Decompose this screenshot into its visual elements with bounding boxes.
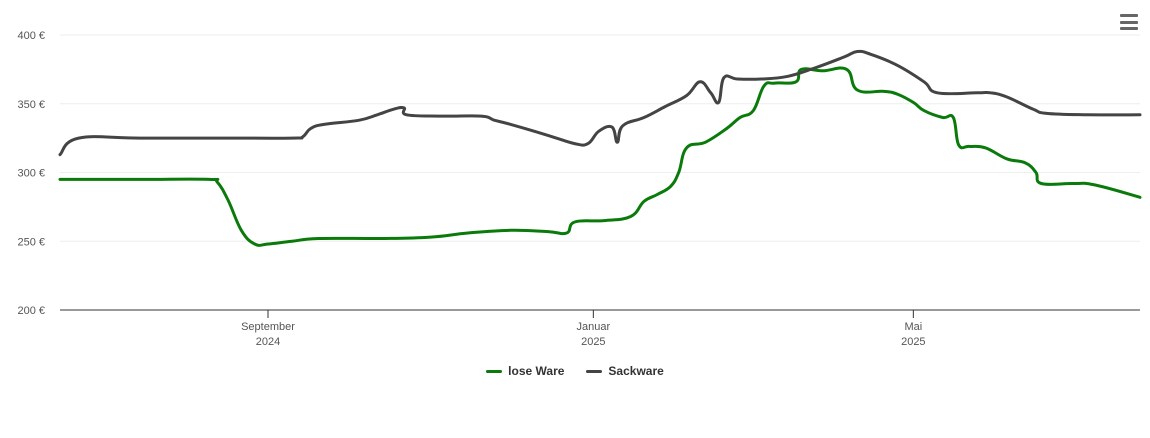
x-tick-month-label: Januar bbox=[577, 321, 611, 333]
grid-lines bbox=[60, 34, 1140, 242]
x-tick-year-label: 2025 bbox=[581, 336, 605, 348]
chart-legend: lose Ware Sackware bbox=[0, 364, 1150, 378]
chart-menu-icon[interactable] bbox=[1118, 12, 1140, 32]
y-axis-tick-labels: 200 € 250 € 300 € 350 € 400 € bbox=[17, 30, 45, 317]
y-tick-label: 200 € bbox=[17, 305, 45, 317]
legend-item-lose-ware[interactable]: lose Ware bbox=[486, 364, 564, 378]
y-tick-label: 300 € bbox=[17, 168, 45, 180]
legend-label: Sackware bbox=[608, 364, 664, 378]
legend-swatch bbox=[586, 369, 603, 373]
legend-label: lose Ware bbox=[508, 364, 565, 378]
y-tick-label: 350 € bbox=[17, 99, 45, 111]
x-tick-year-label: 2024 bbox=[256, 336, 280, 348]
series-line-lose-ware[interactable] bbox=[58, 66, 1142, 247]
series-lines bbox=[58, 49, 1142, 247]
legend-swatch bbox=[486, 369, 503, 373]
x-tick-year-label: 2025 bbox=[901, 336, 925, 348]
x-tick-month-label: September bbox=[241, 321, 295, 333]
y-tick-label: 250 € bbox=[17, 236, 45, 248]
menu-bar bbox=[1120, 14, 1138, 17]
x-axis-ticks: September 2024 Januar 2025 Mai 2025 bbox=[241, 310, 926, 348]
series-line-sackware[interactable] bbox=[58, 49, 1142, 157]
menu-bar bbox=[1120, 27, 1138, 30]
x-tick-month-label: Mai bbox=[904, 321, 922, 333]
legend-item-sackware[interactable]: Sackware bbox=[586, 364, 664, 378]
y-tick-label: 400 € bbox=[17, 30, 45, 42]
menu-bar bbox=[1120, 20, 1138, 24]
